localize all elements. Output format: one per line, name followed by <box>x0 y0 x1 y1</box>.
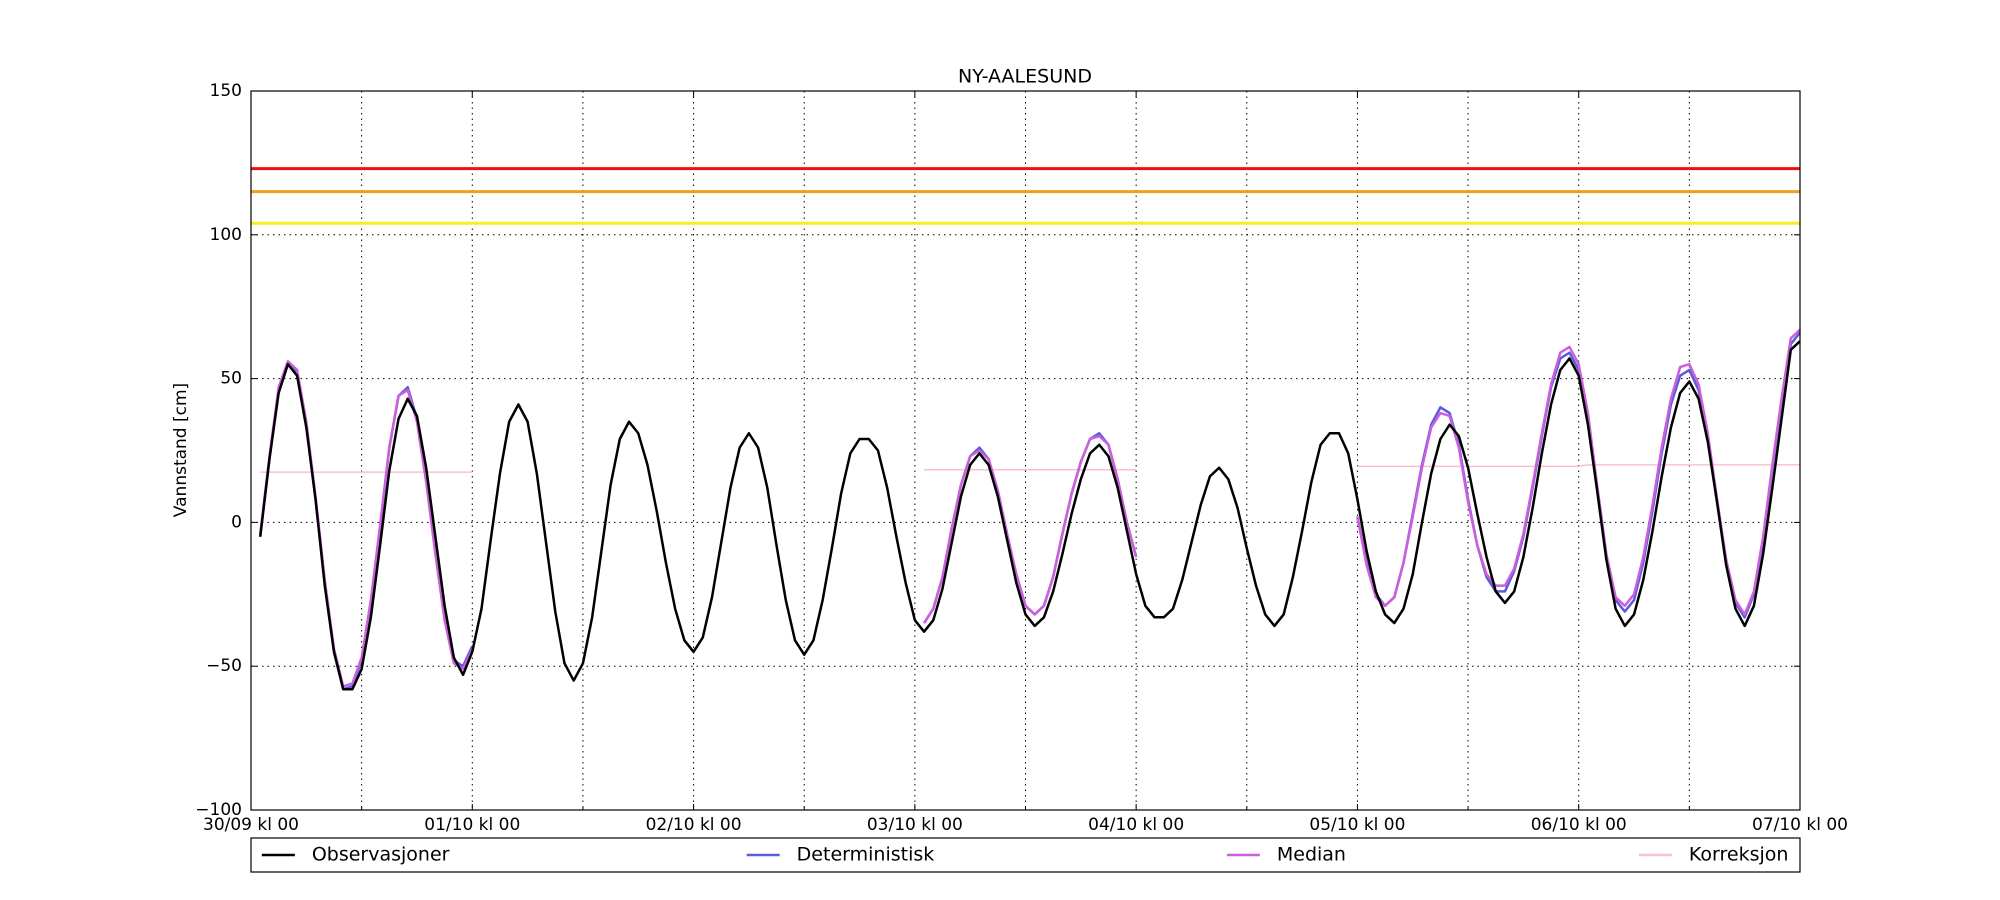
x-tick-label: 03/10 kl 00 <box>867 815 963 835</box>
y-tick-label: 0 <box>231 512 242 532</box>
y-axis-label: Vannstand [cm] <box>171 383 191 517</box>
chart-title: NY-AALESUND <box>958 66 1092 88</box>
y-tick-label: −100 <box>195 800 242 820</box>
y-tick-label: 100 <box>210 225 242 245</box>
legend-label: Korreksjon <box>1689 844 1789 866</box>
x-tick-label: 01/10 kl 00 <box>424 815 520 835</box>
x-tick-label: 06/10 kl 00 <box>1531 815 1627 835</box>
y-tick-label: 150 <box>210 81 242 101</box>
legend-label: Observasjoner <box>312 844 450 866</box>
legend-label: Median <box>1277 844 1346 866</box>
y-tick-label: 50 <box>220 369 242 389</box>
x-tick-label: 30/09 kl 00 <box>203 815 299 835</box>
x-tick-label: 05/10 kl 00 <box>1309 815 1405 835</box>
series-line <box>258 340 1801 691</box>
legend-box <box>250 837 1801 873</box>
x-tick-label: 02/10 kl 00 <box>646 815 742 835</box>
y-tick-label: −50 <box>206 656 242 676</box>
x-tick-label: 07/10 kl 00 <box>1752 815 1848 835</box>
plot-frame <box>250 90 1801 811</box>
series-line <box>260 464 1800 473</box>
legend-label: Deterministisk <box>797 844 935 866</box>
x-tick-label: 04/10 kl 00 <box>1088 815 1184 835</box>
